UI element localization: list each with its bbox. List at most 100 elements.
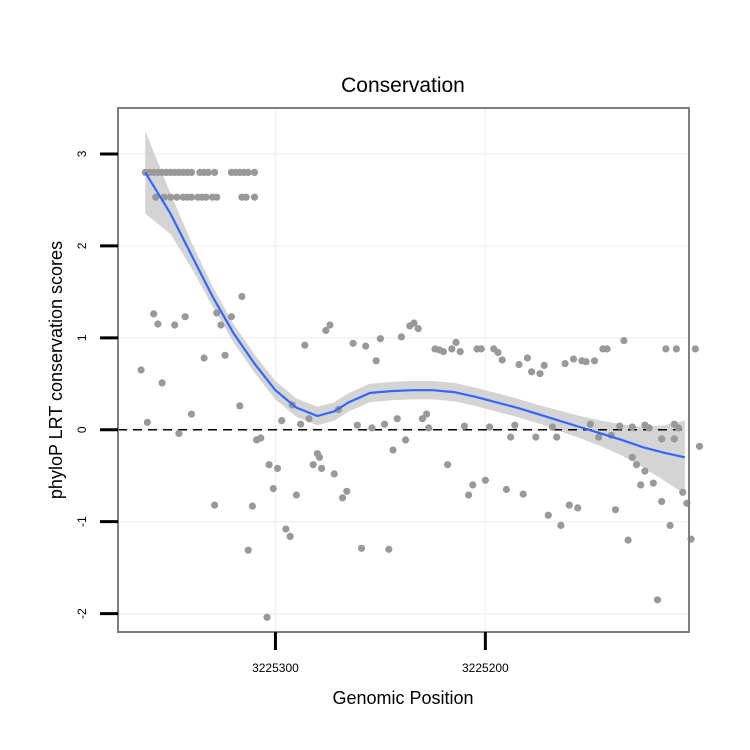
data-point <box>595 433 603 441</box>
data-point <box>150 310 158 318</box>
data-point <box>511 421 519 429</box>
plot-panel <box>118 108 689 632</box>
data-point <box>523 354 532 362</box>
data-point <box>557 521 565 530</box>
data-points <box>137 168 704 621</box>
data-point <box>250 193 259 201</box>
data-point <box>236 402 244 410</box>
data-point <box>211 168 219 176</box>
data-point <box>402 436 410 444</box>
confidence-band-area <box>145 131 685 495</box>
data-point <box>637 481 645 489</box>
data-point <box>616 422 624 430</box>
data-point <box>666 521 674 530</box>
data-point <box>269 485 277 493</box>
data-point <box>381 420 389 428</box>
data-point <box>389 446 397 454</box>
data-point <box>544 511 552 519</box>
data-point <box>137 366 145 374</box>
data-point <box>641 421 649 429</box>
smooth-fit-line <box>144 171 686 459</box>
data-point <box>372 357 380 365</box>
data-point <box>187 168 196 176</box>
data-point <box>315 453 324 461</box>
y-tick-label: -2 <box>75 608 89 619</box>
data-point <box>282 525 290 533</box>
data-point <box>679 488 687 496</box>
data-point <box>515 360 523 369</box>
data-point <box>452 338 460 346</box>
data-point <box>502 485 510 494</box>
data-point <box>649 479 657 487</box>
data-point <box>362 342 370 350</box>
data-point <box>211 501 219 509</box>
y-axis: -2 -1 0 1 2 3 <box>75 150 118 619</box>
data-point <box>486 423 494 431</box>
data-point <box>672 345 681 353</box>
data-point <box>410 319 418 327</box>
data-point <box>418 415 426 423</box>
data-point <box>611 506 620 514</box>
y-axis-title: phyloP LRT conservation scores <box>46 241 66 499</box>
data-point <box>528 368 536 376</box>
x-tick-label: 3225200 <box>462 661 509 675</box>
y-tick-label: 2 <box>75 242 89 249</box>
data-point <box>540 361 548 369</box>
data-point <box>628 453 636 461</box>
data-point <box>590 357 599 365</box>
data-point <box>202 193 210 201</box>
data-point <box>624 536 632 544</box>
data-point <box>628 423 636 431</box>
data-point <box>569 355 578 363</box>
data-point <box>691 345 699 353</box>
data-point <box>469 481 477 489</box>
data-point <box>244 168 252 176</box>
data-point <box>278 417 286 425</box>
data-point <box>553 433 561 441</box>
data-point <box>414 325 422 333</box>
data-point <box>221 351 229 359</box>
data-point <box>322 326 330 335</box>
data-point <box>154 320 162 328</box>
data-point <box>465 491 473 499</box>
data-point <box>273 464 282 472</box>
data-point <box>658 435 666 443</box>
data-point <box>393 415 401 423</box>
data-point <box>603 345 611 353</box>
chart-title: Conservation <box>341 74 465 97</box>
y-tick-label: 1 <box>75 334 89 341</box>
data-point <box>187 193 196 201</box>
data-point <box>213 193 221 201</box>
data-point <box>200 354 208 362</box>
y-tick-label: -1 <box>75 516 89 527</box>
data-point <box>456 348 464 356</box>
data-point <box>548 423 557 431</box>
data-point <box>238 292 246 301</box>
data-point <box>460 422 468 430</box>
data-point <box>349 339 357 347</box>
data-point <box>662 345 670 353</box>
data-point <box>250 168 259 176</box>
data-point <box>357 544 366 552</box>
data-point <box>166 193 175 201</box>
data-point <box>305 415 313 423</box>
y-tick-label: 0 <box>75 426 89 433</box>
data-point <box>507 433 515 441</box>
data-point <box>187 410 196 418</box>
data-point <box>217 321 225 329</box>
data-point <box>152 193 160 201</box>
data-point <box>368 424 376 432</box>
x-axis: 3225300 3225200 <box>252 632 509 675</box>
data-point <box>297 420 305 428</box>
data-point <box>439 348 447 356</box>
data-point <box>536 370 544 378</box>
data-point <box>257 434 265 442</box>
data-point <box>353 421 361 429</box>
data-point <box>519 490 527 498</box>
data-point <box>181 313 189 321</box>
data-point <box>423 410 431 418</box>
data-point <box>158 379 166 387</box>
data-point <box>173 193 181 201</box>
x-axis-title: Genomic Position <box>332 688 473 708</box>
